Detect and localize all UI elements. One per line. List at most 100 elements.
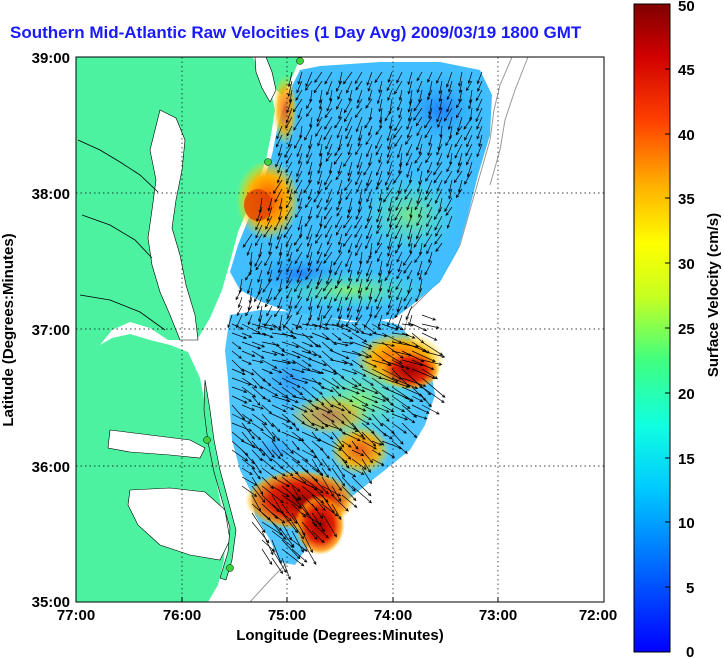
- velocity-arrow: [337, 134, 343, 152]
- velocity-arrow: [286, 170, 293, 185]
- velocity-arrow: [291, 503, 307, 518]
- velocity-arrow: [311, 440, 324, 451]
- velocity-arrow: [365, 260, 373, 277]
- velocity-arrow: [251, 449, 263, 462]
- velocity-arrow: [411, 395, 424, 402]
- grid-lines: [76, 57, 604, 602]
- velocity-arrow: [409, 206, 413, 219]
- velocity-arrow: [434, 215, 443, 231]
- velocity-arrow: [271, 467, 286, 477]
- velocity-arrow: [421, 323, 440, 329]
- velocity-arrow: [457, 179, 463, 193]
- velocity-arrow: [343, 71, 353, 85]
- velocity-arrow: [375, 134, 383, 150]
- velocity-arrow: [231, 449, 249, 462]
- velocity-arrow: [241, 485, 258, 497]
- velocity-arrow: [426, 224, 433, 237]
- velocity-arrow: [345, 287, 353, 301]
- velocity-arrow: [351, 467, 365, 475]
- velocity-arrow: [384, 269, 393, 282]
- velocity-arrow: [293, 116, 303, 131]
- velocity-arrow: [311, 359, 327, 367]
- velocity-arrow: [407, 107, 413, 122]
- velocity-arrow: [271, 368, 283, 374]
- velocity-arrow: [357, 134, 363, 147]
- velocity-arrow: [381, 377, 410, 388]
- velocity-arrow: [281, 422, 293, 429]
- velocity-arrow: [321, 413, 335, 423]
- velocity-arrow: [416, 215, 423, 227]
- velocity-arrow: [291, 422, 300, 432]
- velocity-arrow: [427, 161, 433, 174]
- velocity-arrow: [361, 350, 373, 358]
- velocity-arrow: [361, 467, 372, 485]
- velocity-arrow: [401, 395, 414, 402]
- velocity-arrow: [467, 71, 473, 84]
- velocity-arrow: [361, 341, 373, 348]
- velocity-arrow: [331, 440, 343, 450]
- velocity-arrow: [301, 521, 318, 540]
- velocity-arrow: [391, 422, 407, 434]
- velocity-arrow: [414, 251, 423, 264]
- velocity-arrow: [321, 377, 340, 389]
- velocity-arrow: [391, 377, 419, 390]
- velocity-arrow: [277, 296, 283, 310]
- velocity-arrow: [436, 107, 443, 123]
- velocity-arrow: [381, 341, 404, 359]
- velocity-arrow: [333, 251, 343, 266]
- velocity-arrow: [476, 116, 483, 130]
- velocity-arrow: [291, 548, 308, 563]
- velocity-arrow: [464, 125, 473, 141]
- velocity-arrow: [307, 188, 313, 201]
- velocity-arrow: [351, 386, 366, 393]
- velocity-arrow: [323, 206, 333, 220]
- velocity-arrow: [281, 431, 303, 442]
- velocity-arrow: [262, 278, 273, 293]
- velocity-arrow: [398, 161, 403, 175]
- velocity-arrow: [416, 260, 423, 277]
- velocity-arrow: [326, 188, 333, 204]
- velocity-arrow: [347, 170, 353, 182]
- velocity-arrow: [306, 98, 313, 110]
- velocity-arrow: [291, 368, 305, 374]
- velocity-arrow: [324, 242, 333, 258]
- velocity-arrow: [251, 323, 274, 331]
- velocity-arrow: [357, 188, 363, 205]
- velocity-arrow: [354, 107, 363, 119]
- velocity-arrow: [376, 296, 383, 310]
- velocity-arrow: [316, 296, 323, 309]
- velocity-arrow: [267, 197, 273, 212]
- velocity-arrow: [387, 89, 393, 102]
- velocity-arrow: [356, 152, 363, 169]
- velocity-arrow: [321, 404, 333, 413]
- velocity-arrow: [416, 71, 423, 82]
- velocity-arrow: [406, 161, 413, 178]
- velocity-arrow: [411, 350, 436, 363]
- velocity-arrow: [466, 161, 473, 178]
- velocity-arrow: [393, 125, 403, 139]
- velocity-arrow: [355, 80, 363, 91]
- velocity-arrow: [444, 170, 453, 184]
- velocity-arrow: [393, 170, 403, 184]
- velocity-arrow: [319, 215, 323, 228]
- velocity-arrow: [231, 332, 248, 339]
- velocity-arrow: [281, 350, 301, 359]
- velocity-arrow: [291, 350, 313, 361]
- velocity-arrow: [281, 404, 295, 411]
- velocity-arrow: [304, 125, 313, 141]
- velocity-arrow: [366, 170, 373, 187]
- velocity-arrow: [361, 386, 379, 394]
- velocity-arrow: [321, 449, 330, 460]
- velocity-arrow: [387, 242, 393, 257]
- velocity-arrow: [445, 206, 453, 216]
- velocity-arrow: [272, 179, 283, 194]
- velocity-arrow: [311, 521, 329, 539]
- velocity-arrow: [284, 206, 293, 220]
- velocity-arrow: [278, 242, 283, 257]
- velocity-arrow: [313, 188, 323, 203]
- velocity-arrow: [271, 521, 287, 540]
- velocity-arrow: [446, 143, 453, 159]
- velocity-arrow: [355, 206, 363, 221]
- velocity-arrow: [266, 305, 273, 317]
- y-tick-label: 39:00: [32, 50, 70, 67]
